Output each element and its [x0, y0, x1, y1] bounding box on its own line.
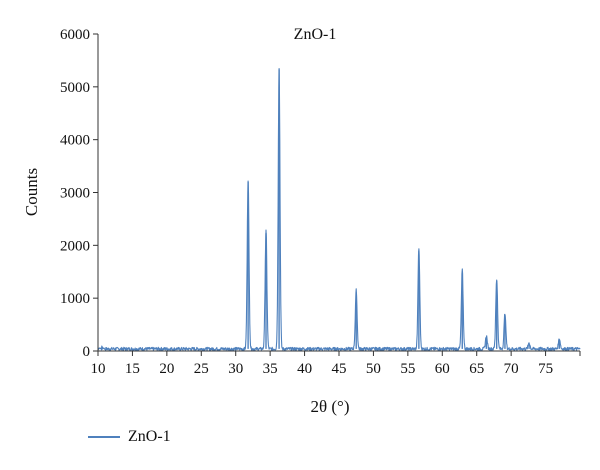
x-tick-label: 65: [469, 361, 484, 377]
x-tick-label: 40: [297, 361, 312, 377]
y-axis-title: Counts: [22, 168, 41, 216]
x-tick-label: 15: [125, 361, 140, 377]
x-axis-title: 2θ (°): [310, 397, 349, 416]
chart-title: ZnO-1: [294, 26, 337, 43]
x-axis: 10 15 20 25 30 35 40 45 50 55 60 65 70 75: [91, 351, 581, 377]
series-line-zno-1: [97, 68, 581, 352]
series-layer: [97, 68, 581, 352]
legend: ZnO-1: [88, 428, 171, 446]
y-tick-label: 3000: [60, 186, 90, 202]
x-tick-label: 35: [263, 361, 278, 377]
y-tick-label: 4000: [60, 133, 90, 149]
x-tick-label: 75: [538, 361, 553, 377]
x-tick-label: 10: [91, 361, 106, 377]
y-tick-label: 6000: [60, 27, 90, 43]
x-tick-label: 60: [435, 361, 450, 377]
x-tick-label: 30: [228, 361, 243, 377]
x-tick-label: 70: [504, 361, 519, 377]
x-tick-label: 55: [400, 361, 415, 377]
y-tick-label: 1000: [60, 291, 90, 307]
y-tick-label: 2000: [60, 238, 90, 254]
y-tick-label: 5000: [60, 80, 90, 96]
legend-swatch: [88, 436, 120, 438]
legend-label: ZnO-1: [128, 428, 171, 445]
x-tick-label: 20: [159, 361, 174, 377]
x-tick-label: 45: [332, 361, 347, 377]
y-tick-label: 0: [83, 344, 91, 360]
x-tick-label: 25: [194, 361, 209, 377]
x-tick-label: 50: [366, 361, 381, 377]
y-axis: 0 1000 2000 3000 4000 5000 6000: [60, 27, 98, 360]
